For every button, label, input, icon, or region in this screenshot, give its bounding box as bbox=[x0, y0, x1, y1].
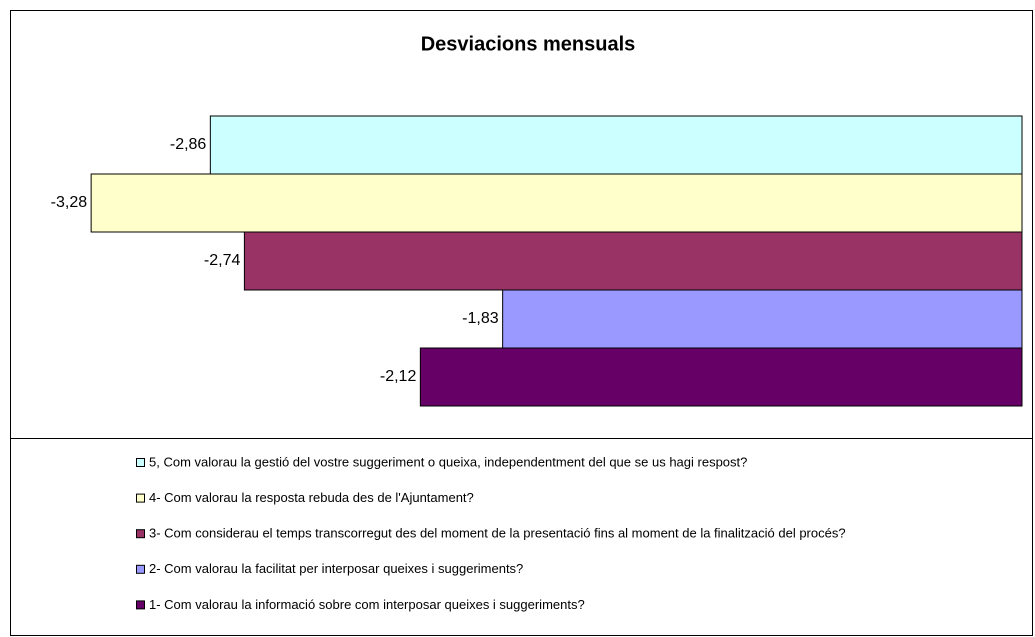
legend-label: 5, Com valorau la gestió del vostre sugg… bbox=[149, 454, 747, 469]
bar bbox=[90, 173, 1023, 233]
data-label: -3,28 bbox=[51, 194, 88, 211]
legend-label: 3- Com considerau el temps transcorregut… bbox=[149, 526, 846, 541]
bar bbox=[243, 231, 1023, 291]
chart-title: Desviacions mensuals bbox=[421, 33, 636, 55]
bar bbox=[419, 347, 1023, 407]
data-label: -1,83 bbox=[462, 310, 499, 327]
bar bbox=[502, 289, 1023, 349]
data-label: -2,86 bbox=[170, 136, 207, 153]
legend-swatch bbox=[136, 600, 145, 610]
data-label: -2,74 bbox=[204, 252, 241, 269]
legend-swatch bbox=[136, 493, 145, 503]
legend-swatch bbox=[136, 529, 145, 539]
legend-label: 2- Com valorau la facilitat per interpos… bbox=[149, 561, 523, 576]
legend-swatch bbox=[136, 458, 145, 467]
legend-label: 1- Com valorau la informació sobre com i… bbox=[149, 597, 585, 612]
legend-label: 4- Com valorau la resposta rebuda des de… bbox=[149, 490, 474, 505]
data-label: -2,12 bbox=[380, 368, 417, 385]
legend-swatch bbox=[136, 564, 145, 574]
bar bbox=[209, 115, 1023, 175]
